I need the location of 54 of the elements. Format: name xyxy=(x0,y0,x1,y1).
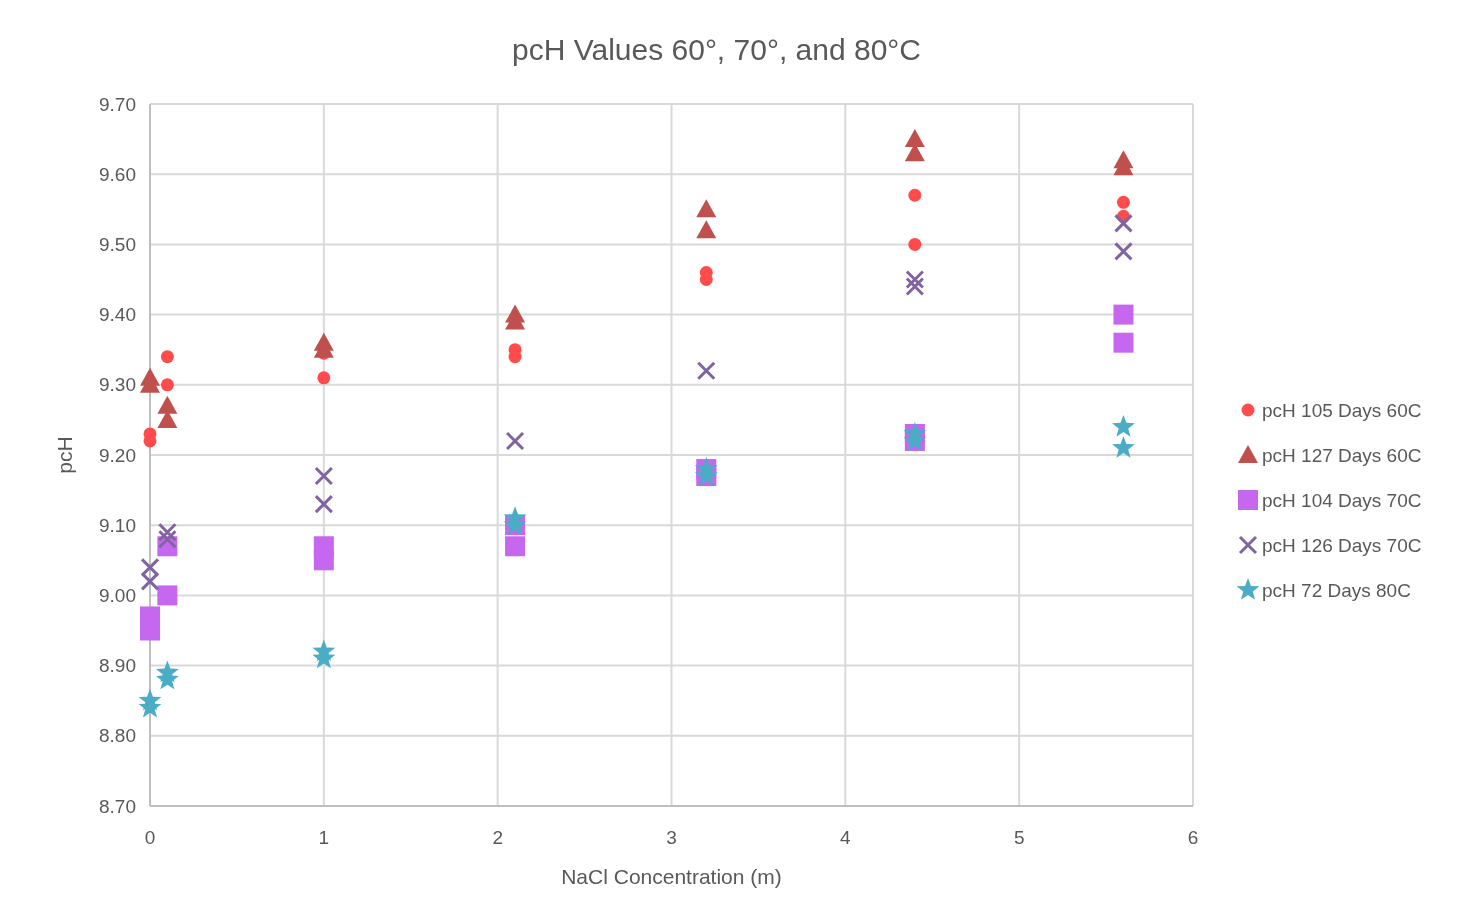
legend-label: pcH 127 Days 60C xyxy=(1262,444,1422,466)
point xyxy=(1112,414,1135,437)
y-tick-label: 9.00 xyxy=(99,585,136,607)
point xyxy=(313,550,334,571)
point xyxy=(1113,332,1134,353)
x-tick-label: 6 xyxy=(1187,827,1199,848)
legend-label: pcH 104 Days 70C xyxy=(1262,489,1422,511)
x-tick-label: 4 xyxy=(840,827,852,848)
y-tick-label: 9.60 xyxy=(99,163,136,185)
y-tick-label: 9.20 xyxy=(99,444,136,466)
x-tick-label: 5 xyxy=(1013,827,1025,848)
y-tick-label: 8.90 xyxy=(99,655,136,677)
y-tick-label: 9.40 xyxy=(99,304,136,326)
y-axis-title: pcH xyxy=(53,436,76,474)
y-tick-label: 9.50 xyxy=(99,234,136,256)
point xyxy=(905,270,925,289)
point xyxy=(696,361,716,381)
point xyxy=(1112,435,1135,458)
point xyxy=(160,378,174,392)
point xyxy=(1113,241,1133,261)
x-tick-label: 3 xyxy=(666,827,677,848)
point xyxy=(314,466,334,486)
x-tick-label: 1 xyxy=(318,827,330,848)
point xyxy=(1113,213,1133,233)
point xyxy=(699,273,713,286)
point xyxy=(157,529,177,549)
y-tick-label: 9.30 xyxy=(99,374,136,396)
point xyxy=(908,237,922,251)
point xyxy=(317,371,331,385)
y-tick-label: 8.80 xyxy=(99,725,136,747)
y-tick-label: 9.70 xyxy=(99,93,136,115)
y-tick-label: 8.70 xyxy=(99,795,136,817)
x-tick-label: 0 xyxy=(144,827,156,848)
point xyxy=(908,188,922,202)
y-tick-label: 9.10 xyxy=(99,514,136,536)
x-tick-label: 2 xyxy=(492,827,503,848)
point xyxy=(696,199,717,218)
point xyxy=(160,350,174,364)
point xyxy=(314,494,334,514)
legend-label: pcH 105 Days 60C xyxy=(1262,399,1422,421)
chart-title: pcH Values 60°, 70°, and 80°C xyxy=(511,33,922,66)
point xyxy=(505,431,525,451)
point xyxy=(904,129,925,148)
legend-label: pcH 72 Days 80C xyxy=(1262,579,1411,601)
point xyxy=(1113,304,1134,325)
legend-label: pcH 126 Days 70C xyxy=(1262,534,1422,556)
point xyxy=(157,522,177,542)
point xyxy=(1116,195,1130,209)
point xyxy=(157,585,178,606)
point xyxy=(696,220,717,239)
x-axis-title: NaCl Concentration (m) xyxy=(561,865,782,888)
point xyxy=(905,277,925,297)
point xyxy=(157,395,178,414)
point xyxy=(505,536,526,557)
